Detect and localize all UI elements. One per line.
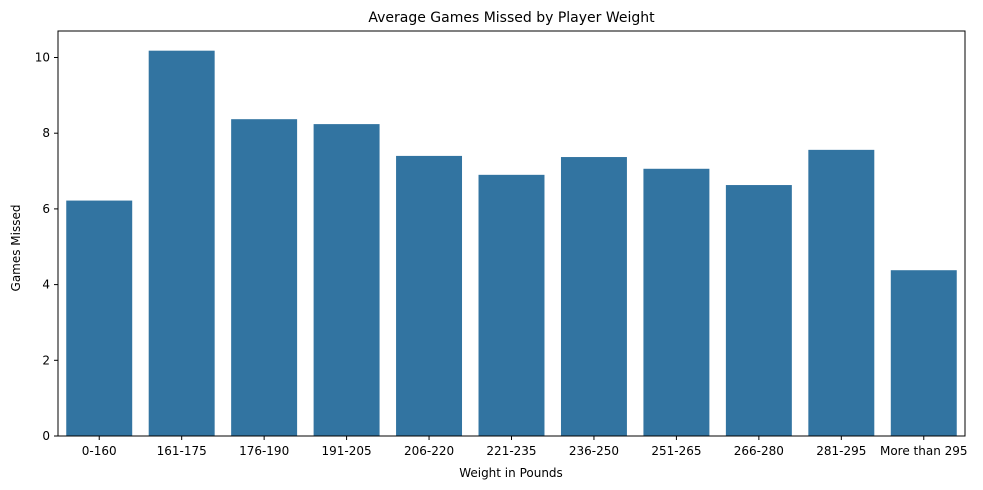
y-tick-label: 2 (42, 353, 50, 367)
bar-9 (808, 149, 875, 436)
x-tick-label: 191-205 (322, 444, 372, 458)
y-tick-label: 10 (35, 50, 50, 64)
bars-group (66, 50, 957, 437)
bar-3 (313, 124, 380, 437)
y-tick-label: 6 (42, 202, 50, 216)
bar-5 (478, 174, 545, 436)
bar-0 (66, 200, 133, 436)
y-tick-label: 0 (42, 429, 50, 443)
x-tick-label: 251-265 (651, 444, 701, 458)
bar-7 (643, 168, 710, 436)
bar-2 (231, 119, 298, 436)
x-tick-label: 176-190 (239, 444, 289, 458)
bar-6 (560, 157, 627, 437)
x-axis: 0-160 161-175 176-190 191-205 206-220 221-235… (82, 436, 968, 458)
y-axis: 0 2 4 6 8 10 (35, 50, 58, 443)
y-axis-label: Games Missed (9, 205, 23, 292)
x-tick-label: 266-280 (734, 444, 784, 458)
x-tick-label: 0-160 (82, 444, 117, 458)
x-tick-label: 161-175 (157, 444, 207, 458)
x-tick-label: 206-220 (404, 444, 454, 458)
x-axis-label: Weight in Pounds (459, 466, 563, 480)
y-tick-label: 8 (42, 126, 50, 140)
chart-title: Average Games Missed by Player Weight (368, 10, 655, 26)
x-tick-label: 281-295 (816, 444, 866, 458)
bar-8 (725, 185, 792, 436)
x-tick-label: 236-250 (569, 444, 619, 458)
bar-10 (890, 270, 957, 436)
y-tick-label: 4 (42, 278, 50, 292)
plot-frame (57, 30, 966, 437)
bar-1 (148, 50, 215, 437)
bar-4 (396, 155, 463, 436)
x-tick-label: 221-235 (486, 444, 536, 458)
x-tick-label: More than 295 (880, 444, 968, 458)
